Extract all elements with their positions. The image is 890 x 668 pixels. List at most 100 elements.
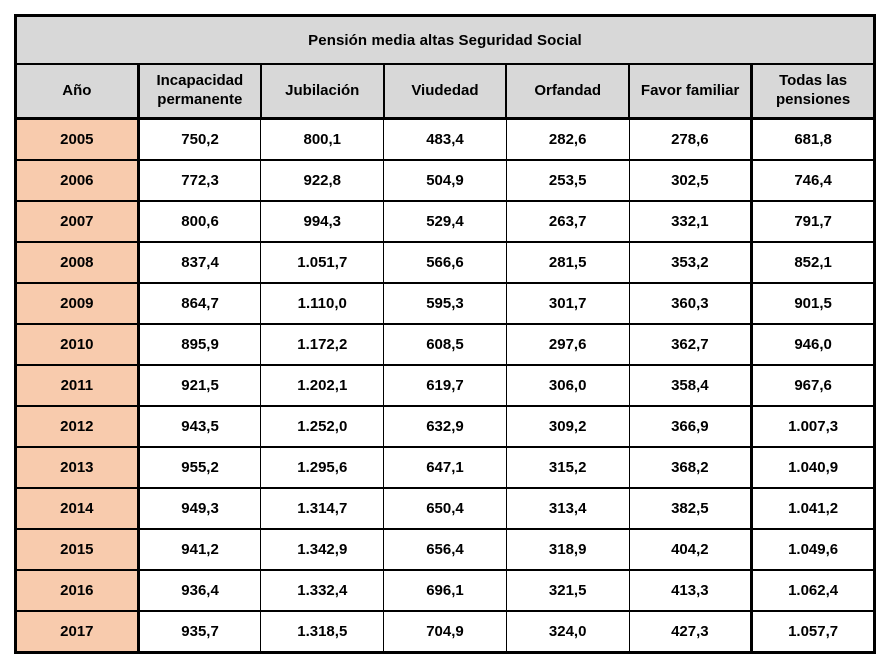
column-header: Viudedad: [382, 63, 508, 120]
value-cell: 656,4: [383, 528, 507, 571]
value-cell: 1.040,9: [750, 446, 876, 489]
value-cell: 566,6: [383, 241, 507, 284]
value-cell: 895,9: [137, 323, 262, 366]
value-cell: 358,4: [628, 364, 753, 407]
value-cell: 1.051,7: [260, 241, 385, 284]
value-cell: 404,2: [628, 528, 753, 571]
table-row: 2006 772,3 922,8 504,9 253,5 302,5 746,4: [14, 159, 876, 202]
value-cell: 1.049,6: [750, 528, 876, 571]
value-cell: 282,6: [505, 117, 630, 161]
value-cell: 901,5: [750, 282, 876, 325]
year-cell: 2008: [14, 241, 140, 284]
value-cell: 1.110,0: [260, 282, 385, 325]
table-row: 2012 943,5 1.252,0 632,9 309,2 366,9 1.007,3: [14, 405, 876, 448]
value-cell: 921,5: [137, 364, 262, 407]
value-cell: 696,1: [383, 569, 507, 612]
table-row: 2010 895,9 1.172,2 608,5 297,6 362,7 946,0: [14, 323, 876, 366]
table-row: 2007 800,6 994,3 529,4 263,7 332,1 791,7: [14, 200, 876, 243]
value-cell: 1.342,9: [260, 528, 385, 571]
value-cell: 366,9: [628, 405, 753, 448]
value-cell: 595,3: [383, 282, 507, 325]
pension-table: Pensión media altas Seguridad Social Año…: [14, 14, 876, 654]
value-cell: 1.057,7: [750, 610, 876, 654]
value-cell: 1.314,7: [260, 487, 385, 530]
year-cell: 2013: [14, 446, 140, 489]
table-row: 2017 935,7 1.318,5 704,9 324,0 427,3 1.057,7: [14, 610, 876, 654]
year-cell: 2017: [14, 610, 140, 654]
value-cell: 1.172,2: [260, 323, 385, 366]
value-cell: 362,7: [628, 323, 753, 366]
value-cell: 704,9: [383, 610, 507, 654]
value-cell: 746,4: [750, 159, 876, 202]
value-cell: 301,7: [505, 282, 630, 325]
column-header: Jubilación: [259, 63, 385, 120]
value-cell: 263,7: [505, 200, 630, 243]
value-cell: 772,3: [137, 159, 262, 202]
value-cell: 750,2: [137, 117, 262, 161]
value-cell: 1.062,4: [750, 569, 876, 612]
value-cell: 994,3: [260, 200, 385, 243]
value-cell: 413,3: [628, 569, 753, 612]
value-cell: 943,5: [137, 405, 262, 448]
value-cell: 1.007,3: [750, 405, 876, 448]
value-cell: 529,4: [383, 200, 507, 243]
value-cell: 253,5: [505, 159, 630, 202]
value-cell: 800,1: [260, 117, 385, 161]
value-cell: 946,0: [750, 323, 876, 366]
year-cell: 2005: [14, 117, 140, 161]
column-header: Incapacidad permanente: [137, 63, 262, 120]
year-cell: 2012: [14, 405, 140, 448]
value-cell: 368,2: [628, 446, 753, 489]
value-cell: 321,5: [505, 569, 630, 612]
value-cell: 278,6: [628, 117, 753, 161]
value-cell: 800,6: [137, 200, 262, 243]
value-cell: 281,5: [505, 241, 630, 284]
value-cell: 967,6: [750, 364, 876, 407]
value-cell: 427,3: [628, 610, 753, 654]
value-cell: 313,4: [505, 487, 630, 530]
year-cell: 2016: [14, 569, 140, 612]
value-cell: 1.252,0: [260, 405, 385, 448]
year-cell: 2011: [14, 364, 140, 407]
value-cell: 318,9: [505, 528, 630, 571]
table-body: 2005 750,2 800,1 483,4 282,6 278,6 681,8 2006 77…: [14, 117, 876, 654]
value-cell: 608,5: [383, 323, 507, 366]
value-cell: 647,1: [383, 446, 507, 489]
title-row: Pensión media altas Seguridad Social: [15, 15, 875, 65]
value-cell: 1.202,1: [260, 364, 385, 407]
value-cell: 837,4: [137, 241, 262, 284]
value-cell: 681,8: [750, 117, 876, 161]
value-cell: 955,2: [137, 446, 262, 489]
value-cell: 1.332,4: [260, 569, 385, 612]
value-cell: 1.295,6: [260, 446, 385, 489]
table-row: 2015 941,2 1.342,9 656,4 318,9 404,2 1.049,6: [14, 528, 876, 571]
year-cell: 2014: [14, 487, 140, 530]
table-row: 2009 864,7 1.110,0 595,3 301,7 360,3 901,5: [14, 282, 876, 325]
value-cell: 935,7: [137, 610, 262, 654]
table-row: 2011 921,5 1.202,1 619,7 306,0 358,4 967,6: [14, 364, 876, 407]
value-cell: 315,2: [505, 446, 630, 489]
value-cell: 619,7: [383, 364, 507, 407]
column-header: Todas las pensiones: [750, 63, 876, 120]
value-cell: 922,8: [260, 159, 385, 202]
value-cell: 382,5: [628, 487, 753, 530]
value-cell: 791,7: [750, 200, 876, 243]
value-cell: 864,7: [137, 282, 262, 325]
table-row: 2005 750,2 800,1 483,4 282,6 278,6 681,8: [14, 117, 876, 161]
year-cell: 2009: [14, 282, 140, 325]
value-cell: 1.041,2: [750, 487, 876, 530]
column-header: Orfandad: [505, 63, 631, 120]
value-cell: 306,0: [505, 364, 630, 407]
value-cell: 504,9: [383, 159, 507, 202]
column-header: Favor familiar: [628, 63, 753, 120]
value-cell: 332,1: [628, 200, 753, 243]
value-cell: 650,4: [383, 487, 507, 530]
year-cell: 2015: [14, 528, 140, 571]
table-title: Pensión media altas Seguridad Social: [15, 15, 875, 65]
table-row: 2008 837,4 1.051,7 566,6 281,5 353,2 852,1: [14, 241, 876, 284]
value-cell: 941,2: [137, 528, 262, 571]
value-cell: 353,2: [628, 241, 753, 284]
value-cell: 1.318,5: [260, 610, 385, 654]
year-cell: 2010: [14, 323, 140, 366]
